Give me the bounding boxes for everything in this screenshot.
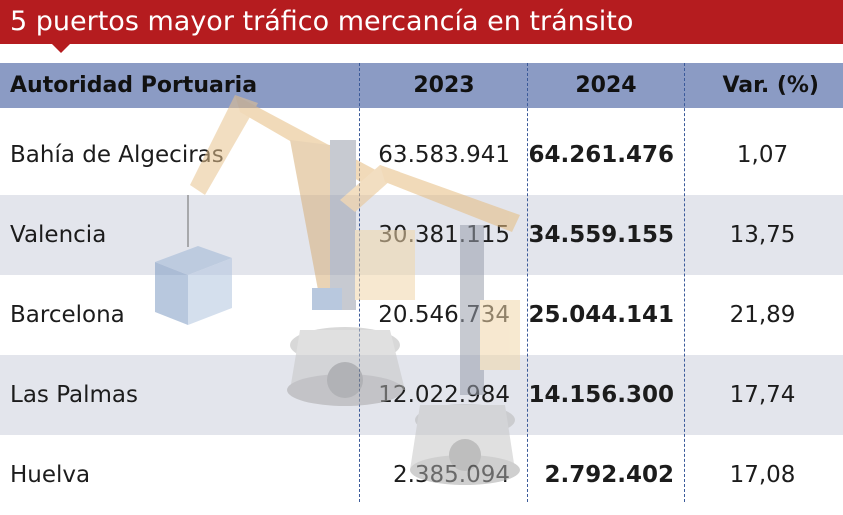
title-notch — [52, 44, 70, 53]
value-2023: 12.022.984 — [378, 382, 510, 408]
value-2023: 20.546.734 — [378, 302, 510, 328]
table-row: Huelva 2.385.094 2.792.402 17,08 — [0, 435, 843, 515]
port-name: Barcelona — [10, 302, 125, 328]
port-name: Las Palmas — [10, 382, 139, 408]
table-row: Barcelona 20.546.734 25.044.141 21,89 — [0, 275, 843, 355]
value-2024: 34.559.155 — [528, 222, 674, 248]
value-2024: 14.156.300 — [528, 382, 674, 408]
value-variation: 21,89 — [729, 302, 796, 328]
port-name: Huelva — [10, 462, 91, 488]
table-row: Bahía de Algeciras 63.583.941 64.261.476… — [0, 115, 843, 195]
value-2023: 63.583.941 — [378, 142, 510, 168]
value-2024: 2.792.402 — [544, 462, 675, 488]
table-header: Autoridad Portuaria 2023 2024 Var. (%) — [0, 63, 843, 108]
value-variation: 17,74 — [729, 382, 796, 408]
table-title: 5 puertos mayor tráfico mercancía en trá… — [0, 0, 843, 44]
port-name: Bahía de Algeciras — [10, 142, 224, 168]
value-2023: 2.385.094 — [392, 462, 510, 488]
column-divider — [527, 63, 528, 502]
value-2024: 25.044.141 — [528, 302, 674, 328]
value-variation: 17,08 — [729, 462, 796, 488]
value-variation: 1,07 — [736, 142, 789, 168]
value-variation: 13,75 — [729, 222, 796, 248]
port-name: Valencia — [10, 222, 107, 248]
header-authority: Autoridad Portuaria — [10, 73, 258, 98]
value-2024: 64.261.476 — [528, 142, 674, 168]
value-2023: 30.381.115 — [378, 222, 510, 248]
column-divider — [359, 63, 360, 502]
header-2023: 2023 — [413, 73, 475, 98]
table-row: Valencia 30.381.115 34.559.155 13,75 — [0, 195, 843, 275]
table-row: Las Palmas 12.022.984 14.156.300 17,74 — [0, 355, 843, 435]
column-divider — [684, 63, 685, 502]
header-2024: 2024 — [575, 73, 637, 98]
header-variation: Var. (%) — [722, 73, 819, 98]
